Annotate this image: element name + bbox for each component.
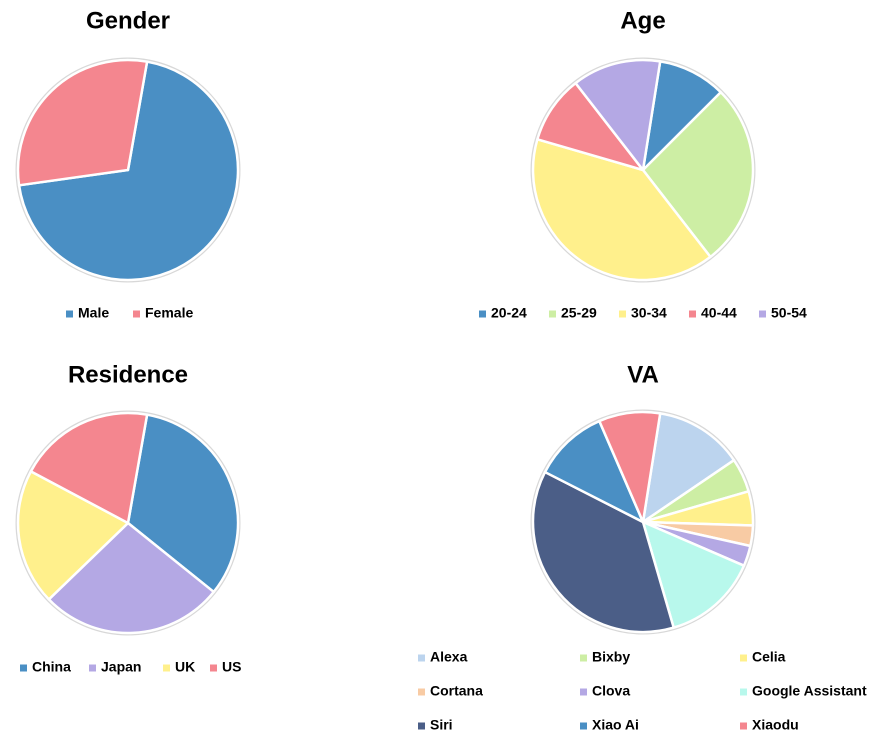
pie-slice (531, 470, 675, 634)
chart-title: VA (627, 361, 659, 388)
pie-chart: Gender Male Female (15, 7, 241, 321)
pie-slice (29, 411, 149, 525)
pie-slice (641, 412, 736, 524)
pie-slice (16, 470, 130, 601)
legend-label: China (32, 659, 71, 675)
legend-swatch (20, 664, 27, 672)
pie-slice (531, 138, 712, 282)
pie-slice (543, 419, 645, 524)
legend-swatch (619, 310, 626, 318)
legend-label: Japan (101, 659, 141, 675)
legend-swatch (580, 722, 587, 730)
legend-swatch (759, 310, 766, 318)
legend-swatch (740, 722, 747, 730)
pie-outline (530, 57, 756, 283)
legend-swatch (89, 664, 96, 672)
legend-label: Bixby (592, 649, 630, 665)
legend-swatch (418, 654, 425, 662)
legend-label: Cortana (430, 683, 483, 699)
pie-slice (574, 58, 662, 172)
legend-swatch (580, 688, 587, 696)
pie-slice (641, 90, 755, 259)
legend-swatch (66, 310, 73, 318)
legend-label: 50-54 (771, 305, 807, 321)
legend-label: Clova (592, 683, 630, 699)
pie-outline (530, 409, 756, 635)
legend-swatch (479, 310, 486, 318)
legend-swatch (740, 654, 747, 662)
legend-label: Alexa (430, 649, 468, 665)
pie-chart: Residence China Japan UK US (15, 361, 241, 675)
pie-slice (47, 521, 215, 635)
legend-label: 25-29 (561, 305, 597, 321)
legend-label: UK (175, 659, 195, 675)
pie-chart: VA Alexa Bixby Celia Cortana Clova Google Assi… (418, 361, 867, 733)
legend-label: Male (78, 305, 109, 321)
legend-swatch (740, 688, 747, 696)
legend-label: Siri (430, 717, 453, 733)
chart-title: Age (620, 7, 665, 34)
legend-swatch (549, 310, 556, 318)
legend-swatch (163, 664, 170, 672)
legend-label: Female (145, 305, 193, 321)
legend-label: Celia (752, 649, 786, 665)
legend-swatch (133, 310, 140, 318)
pie-slice (126, 413, 240, 594)
legend-label: 40-44 (701, 305, 737, 321)
pie-chart: Age 20-24 25-29 30-34 40-44 50-54 (479, 7, 807, 321)
chart-title: Residence (68, 361, 188, 388)
legend-swatch (689, 310, 696, 318)
pie-outline (15, 410, 241, 636)
chart-title: Gender (86, 7, 170, 34)
legend-label: Xiaodu (752, 717, 799, 733)
legend-label: 30-34 (631, 305, 667, 321)
pie-outline (15, 57, 241, 283)
legend-label: 20-24 (491, 305, 527, 321)
legend-swatch (418, 722, 425, 730)
legend-swatch (580, 654, 587, 662)
legend-label: Google Assistant (752, 683, 867, 699)
legend-swatch (418, 688, 425, 696)
legend-label: US (222, 659, 241, 675)
pie-slice (598, 410, 662, 524)
legend-label: Xiao Ai (592, 717, 639, 733)
pie-slice (16, 58, 149, 187)
legend-swatch (210, 664, 217, 672)
pie-slice (641, 520, 746, 629)
